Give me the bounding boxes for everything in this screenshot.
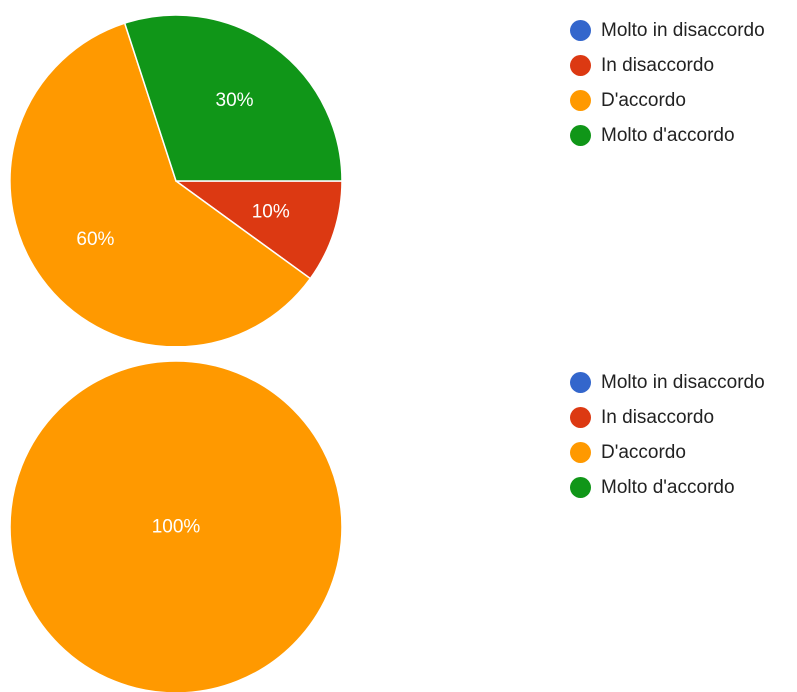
- pie-slice-d-accordo[interactable]: [9, 22, 312, 346]
- chart-legend: Molto in disaccordo In disaccordo D'acco…: [570, 13, 765, 153]
- legend-swatch-molto-in-disaccordo: [570, 372, 591, 393]
- legend-label: In disaccordo: [601, 54, 715, 76]
- legend-item-in-disaccordo[interactable]: In disaccordo: [570, 48, 765, 83]
- legend-label: D'accordo: [601, 441, 686, 463]
- pie-chart-2: 100% Molto in disaccordo In disaccordo D…: [0, 346, 797, 692]
- legend-swatch-d-accordo: [570, 442, 591, 463]
- legend-item-d-accordo[interactable]: D'accordo: [570, 83, 765, 118]
- pie-slice-d-accordo[interactable]: [9, 360, 343, 692]
- legend-item-d-accordo[interactable]: D'accordo: [570, 435, 765, 470]
- legend-label: Molto in disaccordo: [601, 371, 765, 393]
- chart-legend: Molto in disaccordo In disaccordo D'acco…: [570, 365, 765, 505]
- data-label-molto-d-accordo: 30%: [216, 90, 254, 111]
- legend-swatch-in-disaccordo: [570, 407, 591, 428]
- data-label-d-accordo: 100%: [152, 517, 201, 538]
- legend-item-molto-in-disaccordo[interactable]: Molto in disaccordo: [570, 13, 765, 48]
- pie-chart-1: 10% 60% 30% Molto in disaccordo In disacco…: [9, 13, 765, 346]
- pie-slice-molto-d-accordo[interactable]: [123, 14, 343, 182]
- data-label-d-accordo: 60%: [76, 229, 114, 250]
- data-label-in-disaccordo: 10%: [252, 201, 290, 222]
- legend-item-in-disaccordo[interactable]: In disaccordo: [570, 400, 765, 435]
- legend-swatch-molto-in-disaccordo: [570, 20, 591, 41]
- legend-swatch-molto-d-accordo: [570, 125, 591, 146]
- legend-label: Molto d'accordo: [601, 476, 735, 498]
- legend-label: Molto d'accordo: [601, 124, 735, 146]
- legend-label: Molto in disaccordo: [601, 19, 765, 41]
- legend-swatch-molto-d-accordo: [570, 477, 591, 498]
- pie-plot-area: 100%: [9, 360, 343, 692]
- pie-plot-area: 10% 60% 30%: [9, 14, 343, 346]
- pie-slice-in-disaccordo[interactable]: [173, 180, 343, 280]
- legend-swatch-in-disaccordo: [570, 55, 591, 76]
- legend-swatch-d-accordo: [570, 90, 591, 111]
- legend-item-molto-in-disaccordo[interactable]: Molto in disaccordo: [570, 365, 765, 400]
- legend-label: In disaccordo: [601, 406, 715, 428]
- legend-item-molto-d-accordo[interactable]: Molto d'accordo: [570, 118, 765, 153]
- legend-label: D'accordo: [601, 89, 686, 111]
- legend-item-molto-d-accordo[interactable]: Molto d'accordo: [570, 470, 765, 505]
